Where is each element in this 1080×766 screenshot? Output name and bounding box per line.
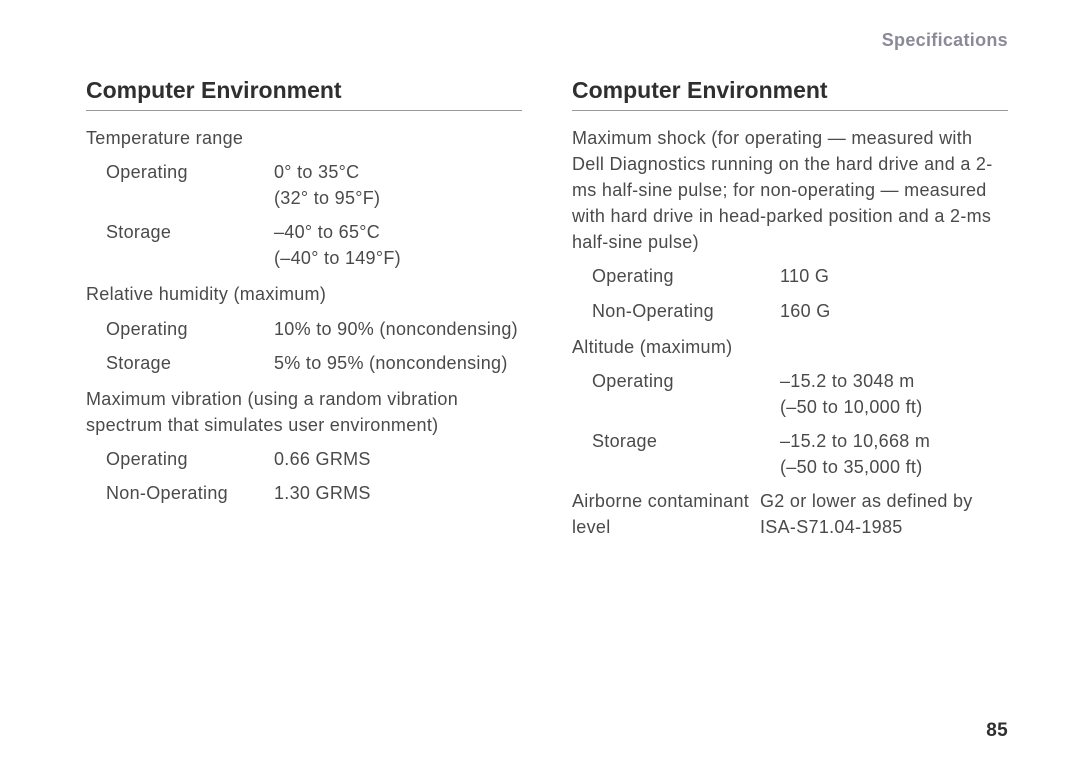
airborne-value: G2 or lower as defined by ISA-S71.04-198…	[760, 488, 1008, 540]
shock-operating-label: Operating	[572, 263, 780, 289]
altitude-operating-row: Operating –15.2 to 3048 m(–50 to 10,000 …	[572, 368, 1008, 420]
airborne-row: Airborne contaminant level G2 or lower a…	[572, 488, 1008, 540]
left-column: Computer Environment Temperature range O…	[86, 77, 522, 548]
altitude-storage-row: Storage –15.2 to 10,668 m(–50 to 35,000 …	[572, 428, 1008, 480]
shock-operating-value: 110 G	[780, 263, 1008, 289]
shock-operating-row: Operating 110 G	[572, 263, 1008, 289]
altitude-operating-label: Operating	[572, 368, 780, 420]
vibration-operating-row: Operating 0.66 GRMS	[86, 446, 522, 472]
airborne-label: Airborne contaminant level	[572, 488, 760, 540]
vibration-operating-label: Operating	[86, 446, 274, 472]
temp-storage-value: –40° to 65°C(–40° to 149°F)	[274, 219, 522, 271]
temp-operating-value: 0° to 35°C(32° to 95°F)	[274, 159, 522, 211]
vibration-nonop-label: Non-Operating	[86, 480, 274, 506]
altitude-label: Altitude (maximum)	[572, 334, 1008, 360]
humidity-label: Relative humidity (maximum)	[86, 281, 522, 307]
temp-storage-label: Storage	[86, 219, 274, 271]
humidity-operating-row: Operating 10% to 90% (noncondensing)	[86, 316, 522, 342]
shock-label: Maximum shock (for operating — measured …	[572, 125, 1008, 255]
temp-label: Temperature range	[86, 125, 522, 151]
shock-nonop-value: 160 G	[780, 298, 1008, 324]
columns: Computer Environment Temperature range O…	[86, 77, 1008, 548]
vibration-nonop-value: 1.30 GRMS	[274, 480, 522, 506]
humidity-operating-label: Operating	[86, 316, 274, 342]
header-label: Specifications	[86, 30, 1008, 51]
page-number: 85	[986, 720, 1008, 742]
altitude-operating-value: –15.2 to 3048 m(–50 to 10,000 ft)	[780, 368, 1008, 420]
right-column: Computer Environment Maximum shock (for …	[572, 77, 1008, 548]
humidity-storage-row: Storage 5% to 95% (noncondensing)	[86, 350, 522, 376]
vibration-nonop-row: Non-Operating 1.30 GRMS	[86, 480, 522, 506]
humidity-storage-label: Storage	[86, 350, 274, 376]
temp-operating-row: Operating 0° to 35°C(32° to 95°F)	[86, 159, 522, 211]
page: Specifications Computer Environment Temp…	[0, 0, 1080, 766]
humidity-operating-value: 10% to 90% (noncondensing)	[274, 316, 522, 342]
vibration-operating-value: 0.66 GRMS	[274, 446, 522, 472]
section-title-right: Computer Environment	[572, 77, 1008, 111]
vibration-label: Maximum vibration (using a random vibrat…	[86, 386, 522, 438]
temp-operating-label: Operating	[86, 159, 274, 211]
shock-nonop-row: Non-Operating 160 G	[572, 298, 1008, 324]
shock-nonop-label: Non-Operating	[572, 298, 780, 324]
temp-storage-row: Storage –40° to 65°C(–40° to 149°F)	[86, 219, 522, 271]
altitude-storage-value: –15.2 to 10,668 m(–50 to 35,000 ft)	[780, 428, 1008, 480]
humidity-storage-value: 5% to 95% (noncondensing)	[274, 350, 522, 376]
altitude-storage-label: Storage	[572, 428, 780, 480]
section-title-left: Computer Environment	[86, 77, 522, 111]
